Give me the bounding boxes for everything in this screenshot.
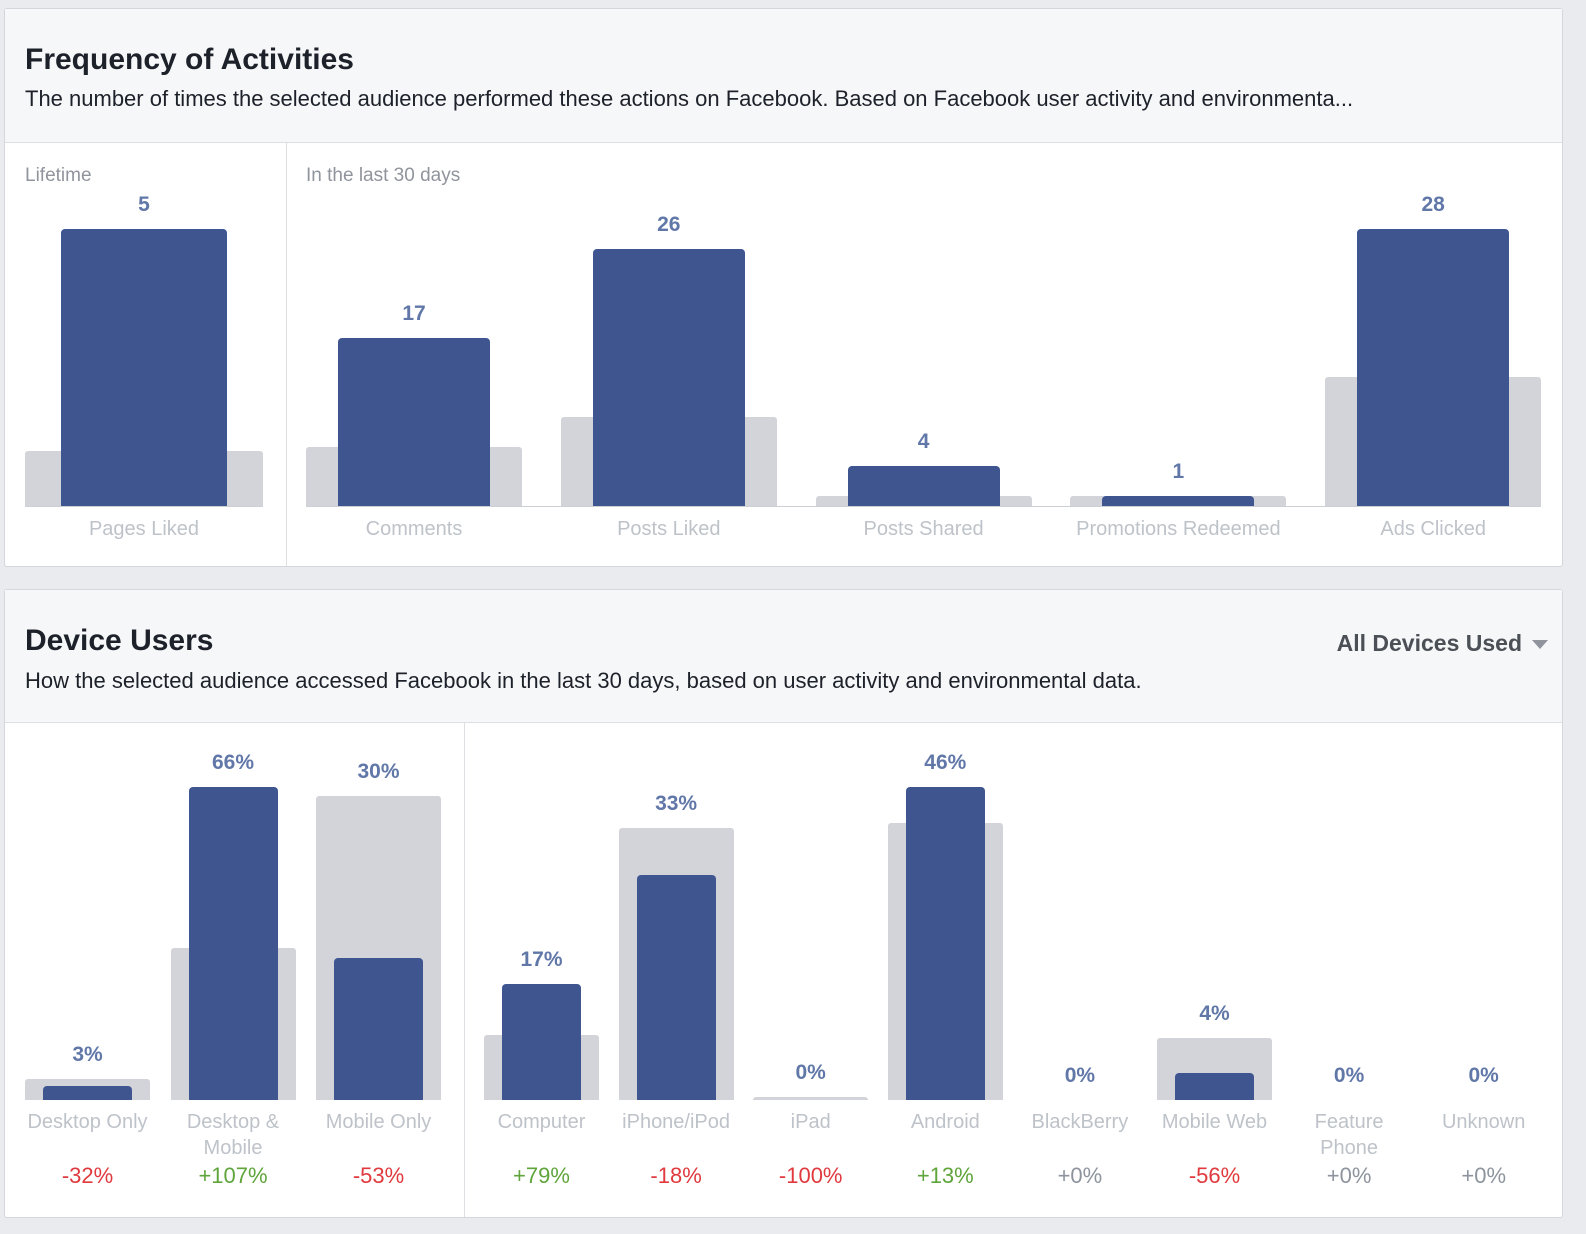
change-label: -32% [61, 1163, 114, 1188]
value-label: 0% [1333, 1064, 1365, 1087]
baseline [306, 506, 1542, 507]
category-label: Posts Shared [863, 518, 984, 540]
category-label: Android [910, 1111, 980, 1133]
change-label: -56% [1188, 1163, 1241, 1188]
card-title: Frequency of Activities [25, 43, 354, 76]
change-label: +79% [513, 1163, 570, 1188]
change-label: +0% [1461, 1163, 1507, 1188]
value-label: 1 [1172, 460, 1185, 484]
value-label: 4% [1199, 1002, 1230, 1026]
card-subtitle: How the selected audience accessed Faceb… [25, 668, 1142, 693]
value-label: 28 [1421, 193, 1445, 216]
bar [1102, 496, 1255, 506]
change-label: -100% [778, 1163, 843, 1188]
bar [1357, 229, 1510, 506]
card-subtitle: The number of times the selected audienc… [25, 86, 1354, 111]
bar [502, 984, 581, 1100]
value-label: 0% [1468, 1064, 1499, 1087]
value-label: 17% [520, 948, 563, 972]
bar [847, 466, 1000, 506]
category-label: Computer [497, 1111, 586, 1133]
group-label: In the last 30 days [306, 165, 461, 186]
value-label: 17 [402, 301, 426, 325]
category-label: Desktop Only [27, 1111, 148, 1133]
category-label: BlackBerry [1031, 1111, 1129, 1133]
category-label: Comments [365, 518, 463, 540]
baseline-bar [753, 1096, 869, 1100]
bar [338, 337, 490, 506]
frequency-card: Frequency of Activities The number of ti… [4, 8, 1563, 567]
category-label: Feature Phone [1314, 1111, 1384, 1159]
category-label: iPad [790, 1111, 831, 1133]
value-label: 0% [795, 1060, 826, 1084]
category-label: Mobile Web [1161, 1111, 1268, 1133]
category-label: Unknown [1441, 1111, 1526, 1133]
value-label: 4 [917, 430, 930, 454]
category-label: Posts Liked [617, 518, 721, 540]
value-label: 30% [357, 760, 400, 784]
bar [334, 957, 423, 1100]
category-label: Ads Clicked [1380, 518, 1486, 540]
group-label: Lifetime [25, 165, 92, 186]
category-label: Promotions Redeemed [1076, 518, 1281, 540]
baseline [25, 506, 263, 507]
category-label: Desktop & Mobile [186, 1111, 280, 1159]
bar [905, 787, 985, 1100]
bar [636, 875, 716, 1100]
value-label: 33% [655, 791, 698, 815]
bar [61, 229, 227, 506]
value-label: 0% [1064, 1064, 1096, 1087]
value-label: 3% [72, 1043, 103, 1067]
bar [1175, 1072, 1254, 1100]
category-label: Pages Liked [88, 518, 200, 540]
bar [43, 1085, 132, 1100]
value-label: 66% [211, 751, 255, 774]
value-label: 5 [138, 193, 150, 216]
card-header: Frequency of Activities The number of ti… [5, 9, 1562, 143]
category-label: Mobile Only [325, 1111, 432, 1133]
change-label: -53% [352, 1163, 405, 1188]
change-label: +13% [916, 1163, 974, 1188]
divider [464, 723, 465, 1217]
change-label: +107% [198, 1163, 268, 1188]
category-label: iPhone/iPod [622, 1111, 731, 1133]
bar [188, 787, 278, 1100]
divider [286, 143, 287, 566]
device-dropdown[interactable]: All Devices Used [1336, 630, 1549, 656]
card-title: Device Users [25, 624, 214, 657]
value-label: 46% [924, 751, 967, 774]
value-label: 26 [657, 212, 681, 236]
change-label: +0% [1057, 1163, 1103, 1188]
card-header: Device Users All Devices Used How the se… [5, 590, 1562, 723]
change-label: -18% [650, 1163, 702, 1188]
change-label: +0% [1326, 1163, 1372, 1188]
bar [592, 248, 745, 506]
